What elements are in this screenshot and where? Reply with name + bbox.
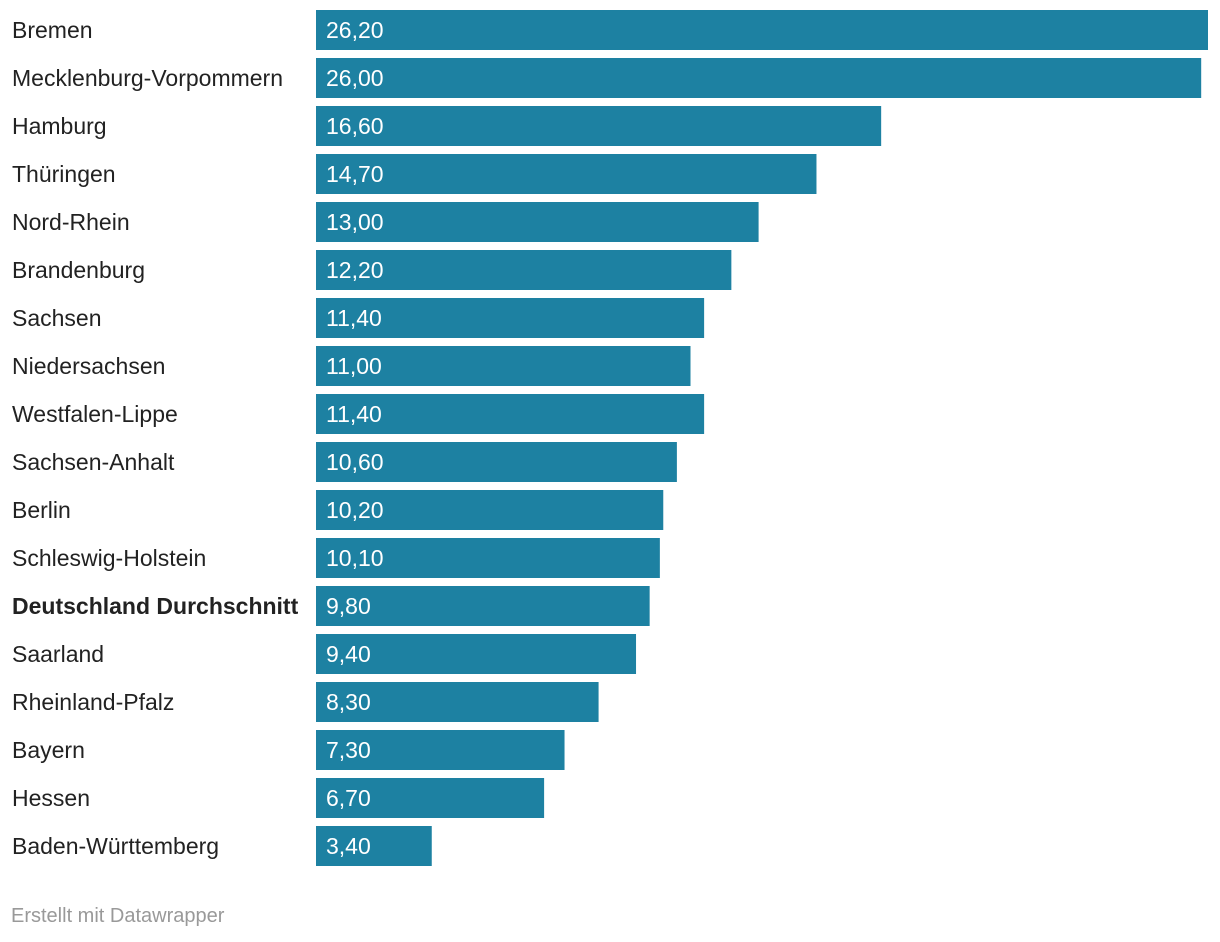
bar-value-label: 11,40 [326, 305, 382, 331]
bar [316, 586, 650, 626]
bar-value-label: 14,70 [326, 161, 384, 187]
bar [316, 538, 660, 578]
bar [316, 58, 1202, 98]
bar [316, 490, 664, 530]
bar-value-label: 11,00 [326, 353, 382, 379]
bar [316, 730, 565, 770]
bar-value-label: 6,70 [326, 785, 371, 811]
bar [316, 634, 637, 674]
bar-value-label: 10,10 [326, 545, 384, 571]
bar-value-label: 10,60 [326, 449, 384, 475]
bar-value-label: 9,80 [326, 593, 371, 619]
category-label: Baden-Württemberg [12, 833, 219, 859]
category-label: Sachsen-Anhalt [12, 449, 175, 475]
category-label: Hamburg [12, 113, 107, 139]
bar-value-label: 8,30 [326, 689, 371, 715]
category-label: Hessen [12, 785, 90, 811]
bar [316, 106, 882, 146]
bar-value-label: 26,20 [326, 17, 384, 43]
category-label: Niedersachsen [12, 353, 165, 379]
category-label: Rheinland-Pfalz [12, 689, 174, 715]
category-label: Saarland [12, 641, 104, 667]
category-label: Berlin [12, 497, 71, 523]
bar-value-label: 26,00 [326, 65, 384, 91]
bar-value-label: 9,40 [326, 641, 371, 667]
bar-value-label: 7,30 [326, 737, 371, 763]
category-label: Bayern [12, 737, 85, 763]
category-label: Nord-Rhein [12, 209, 130, 235]
bar [316, 442, 677, 482]
bar-value-label: 12,20 [326, 257, 384, 283]
bar-value-label: 10,20 [326, 497, 384, 523]
bar [316, 298, 705, 338]
bar [316, 346, 691, 386]
bar [316, 682, 599, 722]
bar [316, 826, 432, 866]
bar [316, 394, 705, 434]
bar-value-label: 3,40 [326, 833, 371, 859]
category-label: Bremen [12, 17, 93, 43]
bar [316, 250, 732, 290]
category-label: Brandenburg [12, 257, 145, 283]
bar-value-label: 11,40 [326, 401, 382, 427]
category-label: Deutschland Durchschnitt [12, 593, 299, 619]
credit-text: Erstellt mit Datawrapper [11, 905, 225, 927]
category-label: Mecklenburg-Vorpommern [12, 65, 283, 91]
bar [316, 778, 545, 818]
bar-value-label: 16,60 [326, 113, 384, 139]
category-label: Schleswig-Holstein [12, 545, 206, 571]
bar [316, 10, 1208, 50]
bar [316, 154, 817, 194]
bar [316, 202, 759, 242]
category-label: Westfalen-Lippe [12, 401, 178, 427]
category-label: Sachsen [12, 305, 102, 331]
category-label: Thüringen [12, 161, 116, 187]
bar-value-label: 13,00 [326, 209, 384, 235]
